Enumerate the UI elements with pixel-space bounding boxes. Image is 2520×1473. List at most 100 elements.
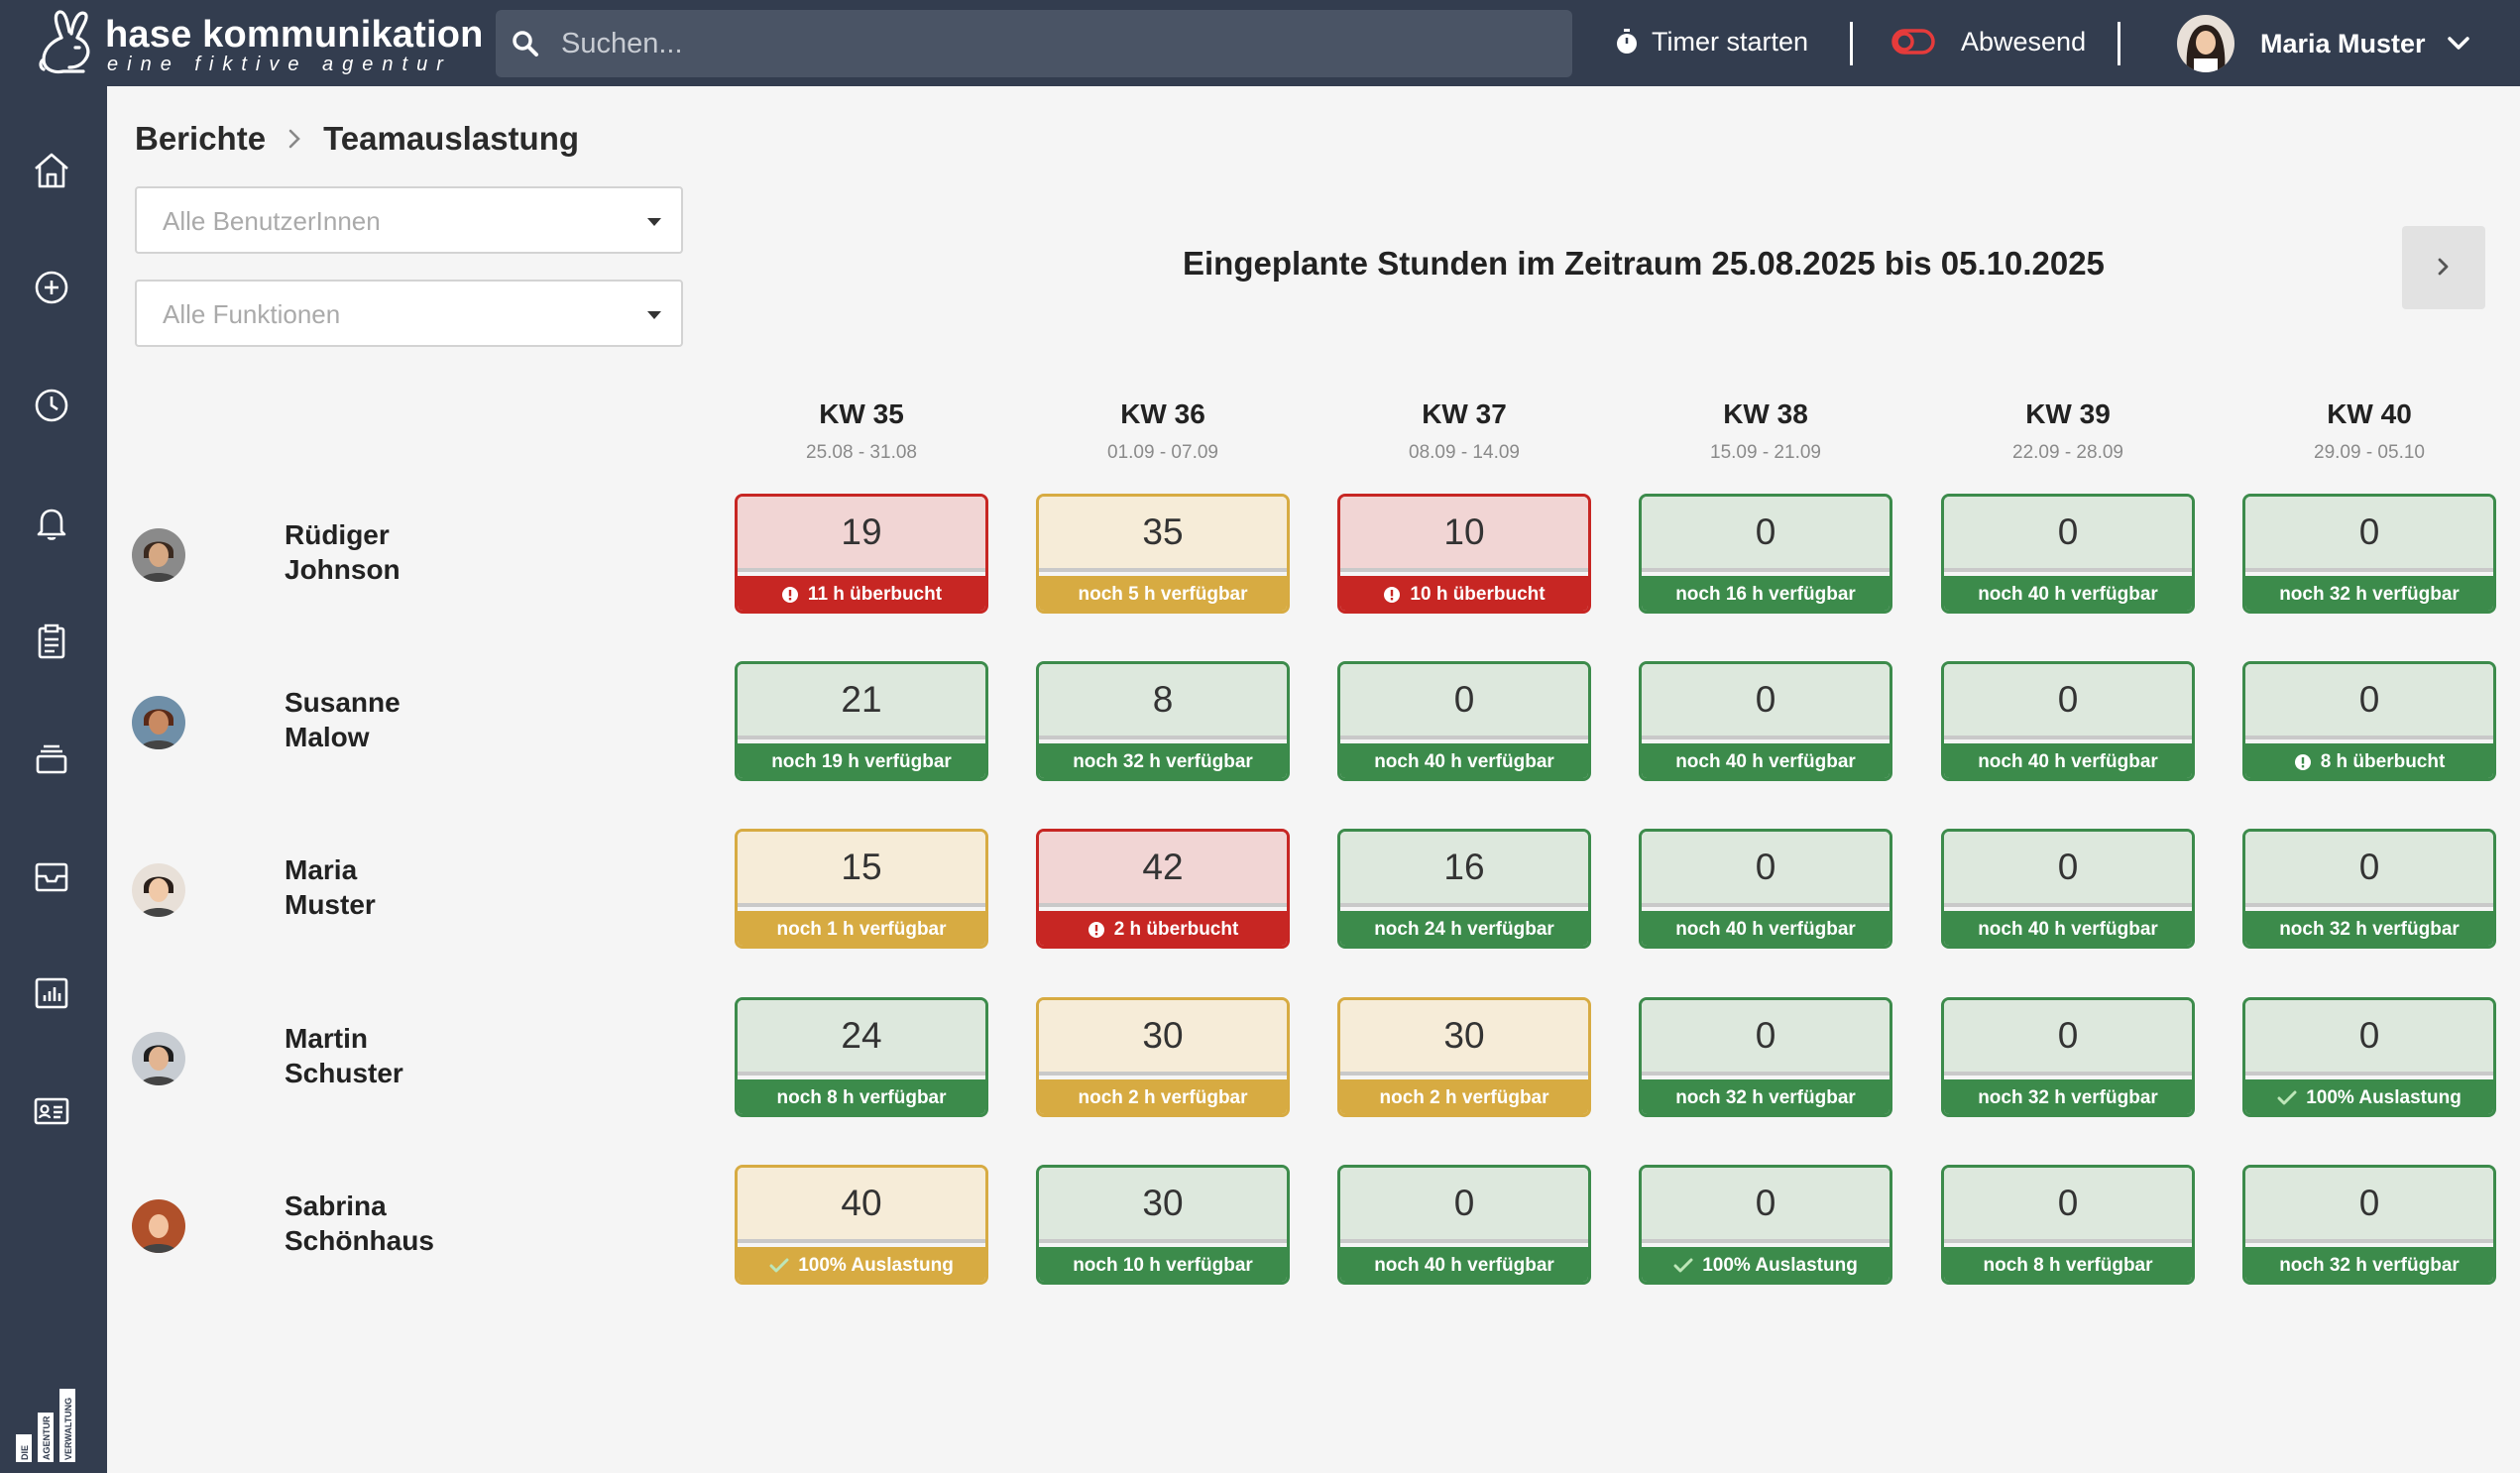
clock-icon[interactable] <box>30 384 73 427</box>
svg-text:AGENTUR: AGENTUR <box>42 1416 52 1460</box>
plus-circle-icon[interactable] <box>30 266 73 309</box>
utilization-cell[interactable]: 30 noch 2 h verfügbar <box>1036 997 1290 1117</box>
utilization-cell[interactable]: 0 noch 8 h verfügbar <box>1941 1165 2195 1285</box>
member-last-name: Schuster <box>285 1058 403 1088</box>
utilization-cell[interactable]: 42 2 h überbucht <box>1036 829 1290 949</box>
utilization-cell[interactable]: 0 noch 40 h verfügbar <box>1337 661 1591 781</box>
utilization-cell[interactable]: 0 noch 40 h verfügbar <box>1639 661 1892 781</box>
planned-hours: 0 <box>1642 1000 1890 1076</box>
availability-text: noch 32 h verfügbar <box>2279 919 2460 940</box>
availability-info: noch 8 h verfügbar <box>1944 1247 2192 1282</box>
stack-icon[interactable] <box>30 736 73 780</box>
availability-info: noch 40 h verfügbar <box>1340 1247 1588 1282</box>
user-menu[interactable]: Maria Muster <box>2177 14 2469 73</box>
utilization-cell[interactable]: 0 100% Auslastung <box>1639 1165 1892 1285</box>
brand-logo[interactable]: hase kommunikation eine fiktive agentur <box>36 8 483 79</box>
clipboard-icon[interactable] <box>30 620 73 663</box>
availability-text: 100% Auslastung <box>2306 1087 2462 1108</box>
utilization-cell[interactable]: 0 8 h überbucht <box>2242 661 2496 781</box>
week-range: 08.09 - 14.09 <box>1409 442 1520 463</box>
availability-info: noch 1 h verfügbar <box>738 911 985 946</box>
next-period-button[interactable] <box>2402 226 2485 309</box>
breadcrumb-parent[interactable]: Berichte <box>135 120 267 157</box>
planned-hours: 0 <box>1944 497 2192 572</box>
planned-hours: 24 <box>738 1000 985 1076</box>
member-first-name: Susanne <box>285 687 401 718</box>
utilization-cell[interactable]: 0 noch 40 h verfügbar <box>1941 494 2195 614</box>
utilization-cell[interactable]: 30 noch 2 h verfügbar <box>1337 997 1591 1117</box>
week-range: 15.09 - 21.09 <box>1710 442 1821 463</box>
functions-filter-select[interactable]: Alle Funktionen <box>135 280 683 347</box>
avatar <box>132 1199 185 1253</box>
bell-icon[interactable] <box>30 502 73 545</box>
svg-text:VERWALTUNG: VERWALTUNG <box>63 1398 73 1460</box>
utilization-cell[interactable]: 0 100% Auslastung <box>2242 997 2496 1117</box>
availability-info: noch 16 h verfügbar <box>1642 576 1890 611</box>
utilization-cell[interactable]: 21 noch 19 h verfügbar <box>735 661 988 781</box>
availability-text: noch 32 h verfügbar <box>2279 584 2460 605</box>
check-icon <box>2277 1090 2297 1105</box>
availability-info: noch 19 h verfügbar <box>738 743 985 778</box>
utilization-cell[interactable]: 0 noch 32 h verfügbar <box>2242 829 2496 949</box>
utilization-cell[interactable]: 10 10 h überbucht <box>1337 494 1591 614</box>
planned-hours: 0 <box>1642 664 1890 739</box>
brand-tagline: eine fiktive agentur <box>107 54 452 75</box>
utilization-cell[interactable]: 40 100% Auslastung <box>735 1165 988 1285</box>
availability-text: noch 40 h verfügbar <box>1374 1255 1554 1276</box>
chevron-right-icon <box>288 129 300 149</box>
utilization-cell[interactable]: 0 noch 40 h verfügbar <box>1941 829 2195 949</box>
utilization-cell[interactable]: 0 noch 32 h verfügbar <box>1639 997 1892 1117</box>
utilization-cell[interactable]: 0 noch 32 h verfügbar <box>2242 1165 2496 1285</box>
planned-hours: 30 <box>1340 1000 1588 1076</box>
availability-text: 100% Auslastung <box>1702 1255 1858 1276</box>
availability-info: noch 40 h verfügbar <box>1642 911 1890 946</box>
utilization-cell[interactable]: 0 noch 32 h verfügbar <box>1941 997 2195 1117</box>
member-name: Martin Schuster <box>285 1021 443 1090</box>
planned-hours: 40 <box>738 1168 985 1243</box>
utilization-cell[interactable]: 0 noch 16 h verfügbar <box>1639 494 1892 614</box>
utilization-cell[interactable]: 0 noch 40 h verfügbar <box>1941 661 2195 781</box>
users-filter-placeholder: Alle BenutzerInnen <box>163 206 381 236</box>
planned-hours: 0 <box>1642 832 1890 907</box>
utilization-cell[interactable]: 35 noch 5 h verfügbar <box>1036 494 1290 614</box>
planned-hours: 30 <box>1039 1000 1287 1076</box>
team-member: Martin Schuster <box>132 1017 429 1096</box>
alert-icon <box>1088 922 1104 938</box>
home-icon[interactable] <box>30 149 73 192</box>
chart-icon[interactable] <box>30 971 73 1015</box>
week-header: KW 40 29.09 - 05.10 <box>2242 398 2496 464</box>
week-range: 29.09 - 05.10 <box>2314 442 2425 463</box>
utilization-cell[interactable]: 24 noch 8 h verfügbar <box>735 997 988 1117</box>
id-card-icon[interactable] <box>30 1089 73 1133</box>
utilization-cell[interactable]: 30 noch 10 h verfügbar <box>1036 1165 1290 1285</box>
utilization-cell[interactable]: 19 11 h überbucht <box>735 494 988 614</box>
utilization-cell[interactable]: 0 noch 32 h verfügbar <box>2242 494 2496 614</box>
availability-text: noch 24 h verfügbar <box>1374 919 1554 940</box>
utilization-cell[interactable]: 0 noch 40 h verfügbar <box>1337 1165 1591 1285</box>
week-number: KW 38 <box>1723 398 1808 429</box>
absence-toggle[interactable]: Abwesend <box>1891 22 2086 61</box>
users-filter-select[interactable]: Alle BenutzerInnen <box>135 186 683 254</box>
inbox-icon[interactable] <box>30 854 73 898</box>
sidebar: DIE AGENTUR VERWALTUNG <box>0 86 107 1473</box>
utilization-cell[interactable]: 8 noch 32 h verfügbar <box>1036 661 1290 781</box>
planned-hours: 15 <box>738 832 985 907</box>
planned-hours: 10 <box>1340 497 1588 572</box>
availability-text: noch 40 h verfügbar <box>1675 751 1856 772</box>
member-first-name: Maria <box>285 854 358 885</box>
member-first-name: Sabrina <box>285 1190 387 1221</box>
availability-info: 100% Auslastung <box>738 1247 985 1282</box>
availability-text: noch 2 h verfügbar <box>1379 1087 1549 1108</box>
timer-start-button[interactable]: Timer starten <box>1616 22 1808 61</box>
search-bar[interactable] <box>496 10 1572 77</box>
user-name: Maria Muster <box>2260 28 2426 58</box>
planned-hours: 0 <box>1642 1168 1890 1243</box>
availability-text: noch 32 h verfügbar <box>2279 1255 2460 1276</box>
search-input[interactable] <box>561 22 1552 65</box>
utilization-cell[interactable]: 16 noch 24 h verfügbar <box>1337 829 1591 949</box>
utilization-cell[interactable]: 15 noch 1 h verfügbar <box>735 829 988 949</box>
availability-info: noch 32 h verfügbar <box>2245 911 2493 946</box>
planned-hours: 0 <box>1944 832 2192 907</box>
availability-info: noch 24 h verfügbar <box>1340 911 1588 946</box>
utilization-cell[interactable]: 0 noch 40 h verfügbar <box>1639 829 1892 949</box>
